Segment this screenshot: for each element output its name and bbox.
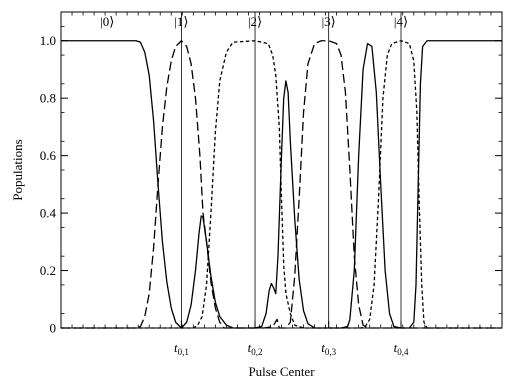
x-tick-label-2: t0,3 xyxy=(321,340,336,357)
y-tick-label-1: 0.2 xyxy=(40,263,56,278)
state-label-1: |1⟩ xyxy=(174,14,188,29)
state-label-4: |4⟩ xyxy=(394,14,408,29)
state-label-3: |3⟩ xyxy=(322,14,336,29)
x-tick-label-0: t0,1 xyxy=(174,340,189,357)
axis-labels: 0 0.2 0.4 0.6 0.8 1.0 t0,1 t0,2 t0,3 t0,4 |0⟩ |1⟩ |2… xyxy=(40,14,409,357)
x-tick-label-3: t0,4 xyxy=(394,340,409,357)
vertical-reference-lines xyxy=(180,12,402,328)
y-tick-label-4: 0.8 xyxy=(40,91,56,106)
series-line-solid xyxy=(61,40,502,329)
y-tick-label-2: 0.4 xyxy=(40,206,57,221)
y-tick-label-3: 0.6 xyxy=(40,148,57,163)
state-label-0: |0⟩ xyxy=(100,14,114,29)
x-tick-label-1: t0,2 xyxy=(248,340,263,357)
y-axis-label: Populations xyxy=(10,139,25,200)
y-tick-label-5: 1.0 xyxy=(40,33,56,48)
y-tick-label-0: 0 xyxy=(50,321,57,336)
series-layer xyxy=(61,40,502,329)
series-line-short-dash xyxy=(61,40,502,329)
x-axis-label: Pulse Center xyxy=(248,364,315,379)
state-label-2: |2⟩ xyxy=(248,14,262,29)
axis-ticks xyxy=(61,12,502,329)
